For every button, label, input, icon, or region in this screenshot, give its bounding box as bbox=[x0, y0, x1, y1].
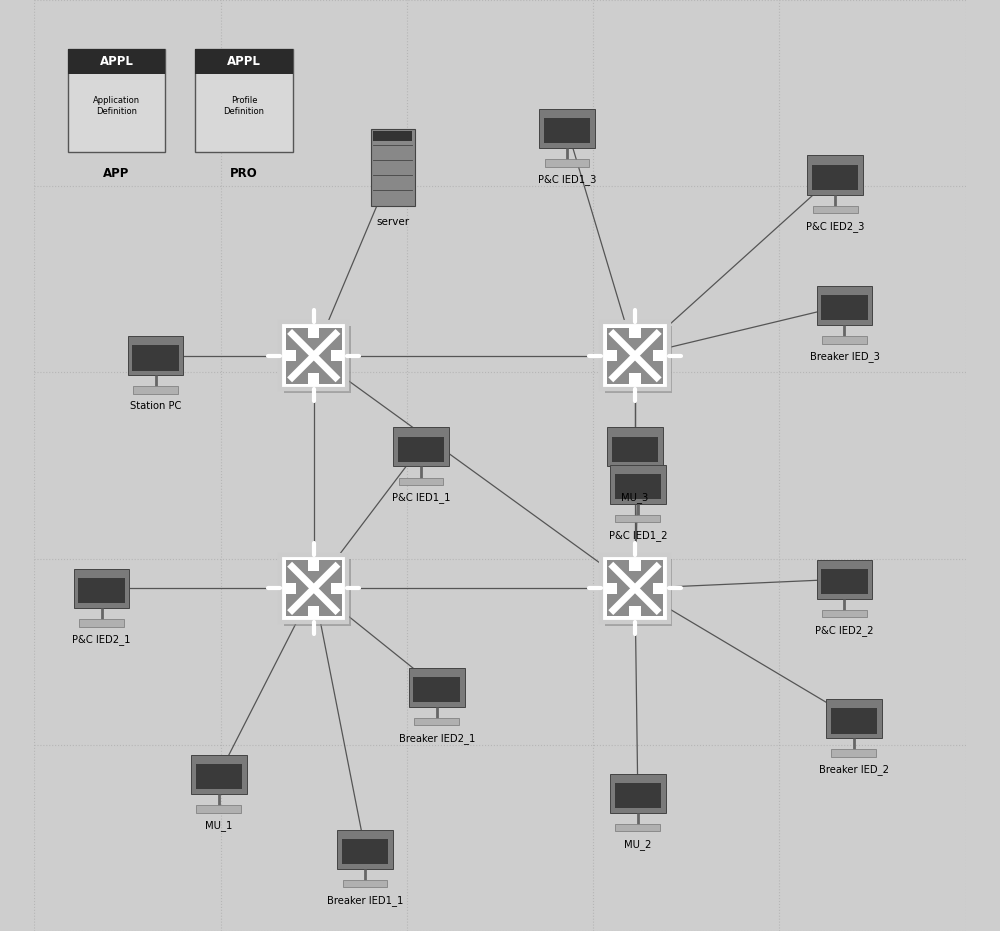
FancyBboxPatch shape bbox=[286, 328, 342, 384]
Text: P&C IED1_3: P&C IED1_3 bbox=[538, 174, 596, 185]
FancyBboxPatch shape bbox=[331, 583, 343, 594]
FancyBboxPatch shape bbox=[822, 336, 867, 344]
FancyBboxPatch shape bbox=[601, 555, 669, 622]
FancyBboxPatch shape bbox=[133, 386, 178, 394]
FancyBboxPatch shape bbox=[629, 327, 641, 338]
FancyBboxPatch shape bbox=[280, 322, 347, 389]
FancyBboxPatch shape bbox=[371, 129, 415, 206]
FancyBboxPatch shape bbox=[74, 569, 129, 608]
Text: P&C IED2_2: P&C IED2_2 bbox=[815, 625, 874, 636]
FancyBboxPatch shape bbox=[610, 465, 666, 504]
FancyBboxPatch shape bbox=[607, 427, 663, 466]
Text: Station PC: Station PC bbox=[130, 401, 181, 412]
FancyBboxPatch shape bbox=[342, 839, 388, 864]
FancyBboxPatch shape bbox=[308, 606, 319, 617]
Text: server: server bbox=[376, 217, 409, 227]
FancyBboxPatch shape bbox=[414, 718, 459, 725]
FancyBboxPatch shape bbox=[399, 478, 443, 485]
FancyBboxPatch shape bbox=[653, 583, 664, 594]
FancyBboxPatch shape bbox=[539, 109, 595, 148]
FancyBboxPatch shape bbox=[545, 159, 589, 167]
FancyBboxPatch shape bbox=[817, 286, 872, 325]
FancyBboxPatch shape bbox=[285, 583, 296, 594]
FancyBboxPatch shape bbox=[822, 610, 867, 617]
Text: Application
Definition: Application Definition bbox=[93, 96, 140, 116]
FancyBboxPatch shape bbox=[826, 699, 882, 738]
FancyBboxPatch shape bbox=[817, 560, 872, 599]
FancyBboxPatch shape bbox=[615, 515, 660, 522]
FancyBboxPatch shape bbox=[191, 755, 247, 794]
Text: Breaker IED1_1: Breaker IED1_1 bbox=[327, 895, 403, 906]
Text: P&C IED1_2: P&C IED1_2 bbox=[609, 530, 667, 541]
FancyBboxPatch shape bbox=[601, 322, 669, 389]
FancyBboxPatch shape bbox=[196, 805, 241, 813]
FancyBboxPatch shape bbox=[68, 49, 165, 152]
FancyBboxPatch shape bbox=[607, 560, 663, 616]
FancyBboxPatch shape bbox=[610, 774, 666, 813]
FancyBboxPatch shape bbox=[331, 350, 343, 361]
FancyBboxPatch shape bbox=[821, 569, 868, 594]
FancyBboxPatch shape bbox=[807, 155, 863, 195]
FancyBboxPatch shape bbox=[128, 336, 183, 375]
FancyBboxPatch shape bbox=[337, 830, 393, 869]
Text: APPL: APPL bbox=[227, 55, 261, 68]
FancyBboxPatch shape bbox=[629, 373, 641, 385]
Text: P&C IED2_1: P&C IED2_1 bbox=[72, 634, 131, 645]
FancyBboxPatch shape bbox=[343, 880, 387, 887]
Text: P&C IED2_3: P&C IED2_3 bbox=[806, 221, 864, 232]
FancyBboxPatch shape bbox=[373, 131, 412, 141]
FancyBboxPatch shape bbox=[308, 373, 319, 385]
FancyBboxPatch shape bbox=[612, 437, 658, 462]
FancyBboxPatch shape bbox=[413, 677, 460, 702]
FancyBboxPatch shape bbox=[286, 560, 342, 616]
FancyBboxPatch shape bbox=[606, 350, 617, 361]
FancyBboxPatch shape bbox=[393, 427, 449, 466]
FancyBboxPatch shape bbox=[308, 560, 319, 571]
FancyBboxPatch shape bbox=[195, 49, 293, 152]
Text: MU_3: MU_3 bbox=[621, 492, 649, 504]
FancyBboxPatch shape bbox=[605, 559, 672, 626]
Text: Profile
Definition: Profile Definition bbox=[223, 96, 264, 116]
Text: APP: APP bbox=[103, 167, 130, 180]
FancyBboxPatch shape bbox=[398, 437, 444, 462]
FancyBboxPatch shape bbox=[615, 783, 661, 808]
FancyBboxPatch shape bbox=[615, 474, 661, 499]
FancyBboxPatch shape bbox=[831, 749, 876, 757]
FancyBboxPatch shape bbox=[308, 327, 319, 338]
FancyBboxPatch shape bbox=[615, 824, 660, 831]
Text: Breaker IED_2: Breaker IED_2 bbox=[819, 764, 889, 776]
FancyBboxPatch shape bbox=[196, 764, 242, 789]
FancyBboxPatch shape bbox=[812, 165, 858, 190]
FancyBboxPatch shape bbox=[195, 49, 293, 74]
Text: Breaker IED_3: Breaker IED_3 bbox=[810, 351, 879, 362]
Text: PRO: PRO bbox=[230, 167, 258, 180]
FancyBboxPatch shape bbox=[285, 350, 296, 361]
FancyBboxPatch shape bbox=[831, 708, 877, 734]
FancyBboxPatch shape bbox=[280, 555, 347, 622]
FancyBboxPatch shape bbox=[132, 345, 179, 371]
FancyBboxPatch shape bbox=[821, 295, 868, 320]
FancyBboxPatch shape bbox=[629, 606, 641, 617]
FancyBboxPatch shape bbox=[78, 578, 125, 603]
FancyBboxPatch shape bbox=[813, 206, 858, 213]
FancyBboxPatch shape bbox=[629, 560, 641, 571]
Text: Breaker IED2_1: Breaker IED2_1 bbox=[399, 733, 475, 744]
Text: P&C IED1_1: P&C IED1_1 bbox=[392, 492, 450, 504]
FancyBboxPatch shape bbox=[79, 619, 124, 627]
FancyBboxPatch shape bbox=[653, 350, 664, 361]
FancyBboxPatch shape bbox=[284, 559, 351, 626]
Text: APPL: APPL bbox=[99, 55, 133, 68]
FancyBboxPatch shape bbox=[409, 668, 465, 707]
FancyBboxPatch shape bbox=[613, 478, 657, 485]
FancyBboxPatch shape bbox=[607, 328, 663, 384]
FancyBboxPatch shape bbox=[606, 583, 617, 594]
Text: MU_2: MU_2 bbox=[624, 839, 651, 850]
FancyBboxPatch shape bbox=[284, 326, 351, 393]
Text: MU_1: MU_1 bbox=[205, 820, 233, 831]
FancyBboxPatch shape bbox=[605, 326, 672, 393]
FancyBboxPatch shape bbox=[544, 118, 590, 143]
FancyBboxPatch shape bbox=[68, 49, 165, 74]
